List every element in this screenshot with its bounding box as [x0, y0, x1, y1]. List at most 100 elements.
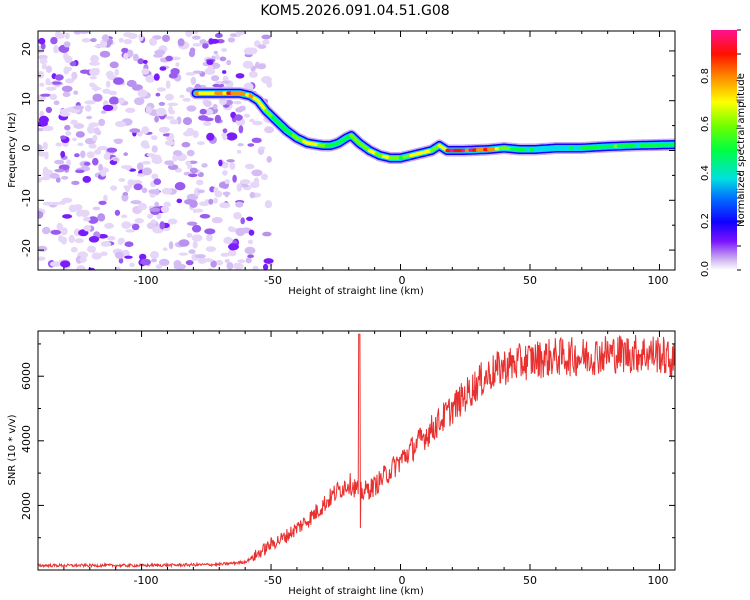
noise-blob — [228, 243, 239, 251]
noise-blob — [186, 105, 197, 112]
noise-blob — [62, 214, 73, 219]
noise-blob — [127, 179, 135, 187]
noise-blob — [72, 137, 77, 142]
noise-blob — [249, 191, 256, 199]
noise-blob — [118, 178, 126, 182]
spectrogram-ticks — [38, 31, 675, 270]
noise-blob — [153, 53, 164, 58]
noise-blob — [54, 159, 65, 165]
noise-blob — [165, 93, 174, 101]
noise-blob — [150, 251, 159, 259]
noise-blob — [92, 134, 98, 142]
noise-blob — [63, 41, 71, 48]
noise-blob — [151, 145, 158, 153]
noise-blob — [124, 255, 133, 259]
noise-blob — [226, 132, 238, 141]
noise-blob — [192, 70, 203, 74]
noise-blob — [238, 125, 244, 134]
noise-blob — [235, 227, 246, 237]
noise-blob — [214, 190, 223, 198]
noise-blob — [165, 115, 175, 120]
noise-blob — [75, 131, 85, 138]
noise-blob — [185, 260, 194, 266]
noise-blob — [86, 151, 95, 159]
noise-blob — [105, 80, 111, 88]
noise-blob — [252, 120, 263, 126]
noise-blob — [64, 55, 73, 64]
noise-blob — [133, 183, 143, 191]
noise-blob — [88, 122, 100, 127]
colorbar-ticks — [737, 29, 741, 271]
noise-blob — [61, 85, 73, 93]
noise-blob — [251, 137, 262, 143]
snr-panel: -100 -50 0 50 100 2000 4000 6000 Height … — [7, 330, 676, 597]
spectrogram-xtick-label: 50 — [523, 274, 537, 287]
spectrogram-panel: -100 -50 0 50 100 -20 -10 0 10 20 Height… — [7, 30, 676, 297]
noise-blob — [203, 258, 214, 263]
noise-blob — [130, 200, 142, 205]
noise-blob — [45, 65, 53, 73]
noise-blob — [54, 74, 64, 81]
noise-blob — [220, 252, 230, 257]
noise-blob — [60, 236, 68, 245]
noise-blob — [60, 227, 68, 236]
noise-blob — [235, 201, 244, 208]
snr-ytick-label: 4000 — [20, 425, 33, 453]
noise-blob — [59, 260, 71, 268]
noise-blob — [38, 95, 46, 101]
noise-blob — [84, 104, 92, 112]
noise-blob — [141, 160, 151, 165]
noise-blob — [262, 231, 272, 237]
noise-blob — [198, 201, 210, 207]
noise-blob — [89, 68, 100, 77]
noise-blob — [154, 115, 160, 123]
noise-blob — [114, 209, 121, 216]
noise-blob — [92, 157, 99, 166]
noise-blob — [234, 114, 243, 121]
noise-blob — [123, 38, 132, 45]
noise-blob — [161, 187, 173, 195]
noise-blob — [226, 59, 232, 66]
noise-blob — [247, 239, 254, 245]
figure-title: KOM5.2026.091.04.51.G08 — [260, 3, 449, 19]
noise-blob — [59, 108, 70, 113]
noise-blob — [103, 194, 108, 202]
noise-blob — [102, 104, 114, 112]
noise-blob — [98, 118, 106, 127]
snr-xtick-label: 0 — [399, 574, 406, 587]
noise-blob — [218, 159, 223, 167]
noise-blob — [189, 167, 198, 174]
noise-blob — [247, 254, 255, 258]
noise-blob — [123, 185, 132, 190]
noise-blob — [73, 31, 82, 35]
noise-blob — [87, 245, 96, 253]
noise-blob — [173, 264, 184, 270]
noise-blob — [167, 102, 179, 107]
noise-blob — [80, 150, 86, 159]
noise-blob — [196, 141, 205, 146]
noise-blob — [40, 93, 52, 97]
noise-blob — [155, 107, 167, 117]
noise-blob — [243, 113, 251, 118]
colorbar-label: Normalized spectral amplitude — [736, 73, 747, 227]
noise-blob — [172, 154, 178, 162]
noise-blob — [201, 163, 208, 168]
noise-blob — [212, 83, 221, 88]
noise-blob — [39, 176, 51, 181]
noise-blob — [245, 257, 252, 264]
noise-blob — [38, 245, 48, 252]
noise-blob — [81, 38, 91, 43]
noise-blob — [60, 150, 66, 158]
noise-blob — [236, 149, 242, 154]
noise-blob — [261, 34, 271, 40]
noise-blob — [192, 43, 202, 47]
noise-blob — [213, 50, 218, 55]
noise-blob — [221, 80, 231, 84]
noise-blob — [222, 128, 228, 134]
noise-blob — [235, 73, 245, 79]
noise-blob — [204, 108, 214, 116]
noise-blob — [197, 189, 205, 194]
noise-blob — [141, 68, 150, 75]
noise-blob — [227, 249, 237, 257]
noise-blob — [115, 251, 124, 259]
